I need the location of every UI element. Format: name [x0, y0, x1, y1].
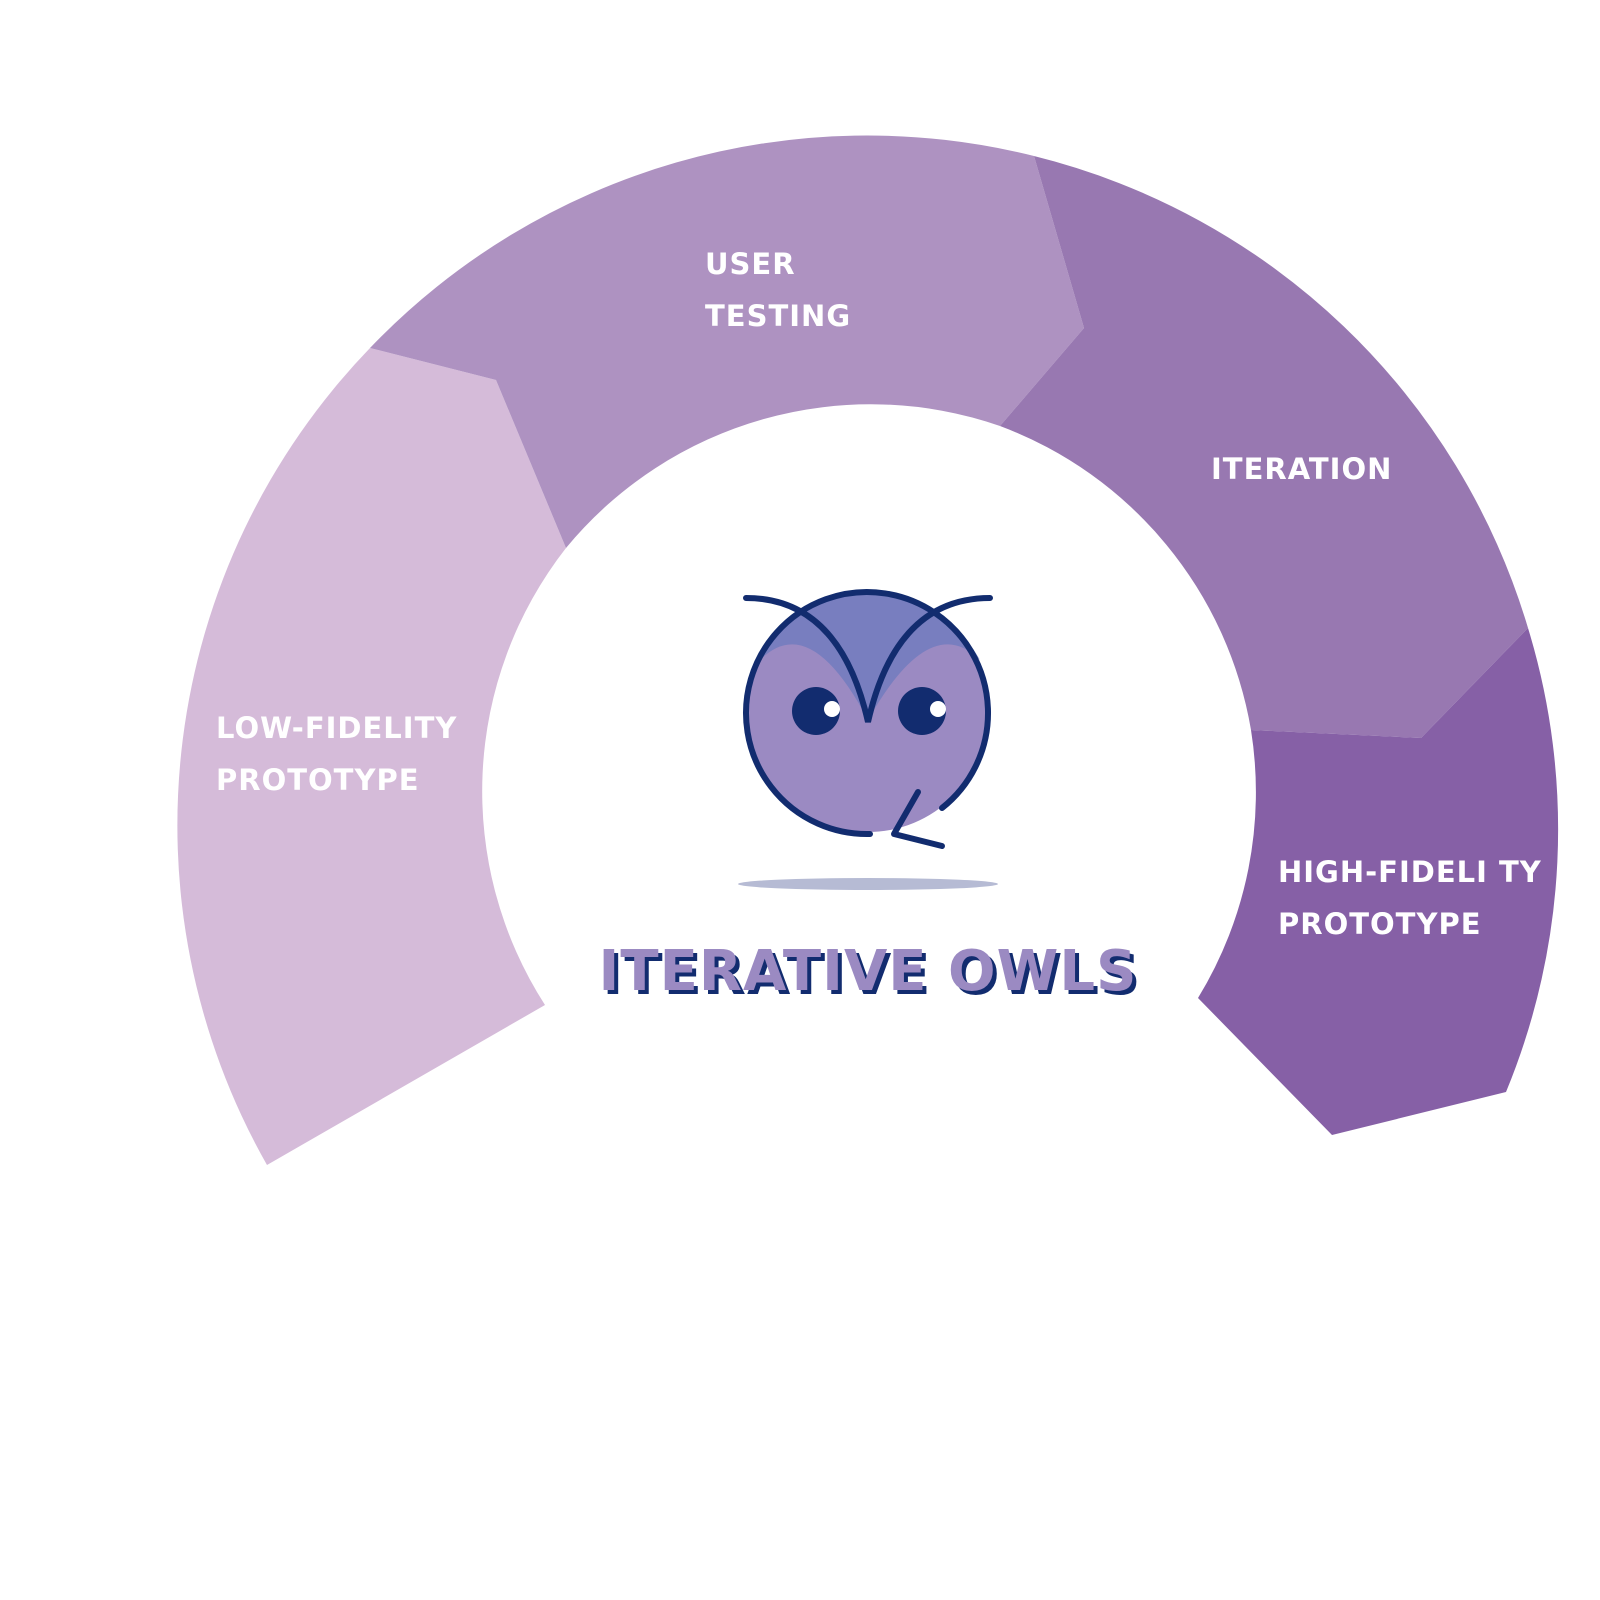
segment-high-fidelity-prototype: HIGH-FIDELI TY PROTOTYPE [1198, 628, 1559, 1135]
owl-shadow [738, 878, 998, 890]
segment-user-testing: USER TESTING [370, 135, 1084, 548]
owl-right-eye [898, 687, 946, 735]
logo-wordmark-shadow: ITERATIVE OWLS [603, 943, 1142, 1008]
segment-user-testing-shape [370, 135, 1084, 548]
segment-label-line-1: USER [705, 247, 796, 281]
segment-low-fidelity-shape [177, 348, 566, 1165]
owl-icon [738, 589, 998, 890]
owl-head-outline [743, 589, 992, 838]
segment-high-fidelity-shape [1198, 628, 1559, 1135]
owl-left-eye-shine [824, 701, 840, 717]
segment-label-line-2: PROTOTYPE [1278, 907, 1482, 941]
segment-label-line-2: TESTING [705, 299, 851, 333]
logo-wordmark: ITERATIVE OWLS ITERATIVE OWLS [599, 939, 1142, 1008]
owl-arrow-head [891, 789, 945, 849]
owl-eyebrows [743, 595, 993, 723]
segment-iteration-shape [1000, 156, 1528, 738]
segment-label-line-2: PROTOTYPE [216, 763, 420, 797]
logo-wordmark-text: ITERATIVE OWLS [599, 939, 1138, 1004]
owl-right-eye-shine [930, 701, 946, 717]
segment-label-line-1: HIGH-FIDELI TY [1278, 855, 1542, 889]
owl-left-eye [792, 687, 840, 735]
segment-label-line-1: LOW-FIDELITY [216, 711, 457, 745]
segment-low-fidelity-prototype: LOW-FIDELITY PROTOTYPE [177, 348, 566, 1165]
segment-iteration: ITERATION [1000, 156, 1528, 738]
segment-label-line-1: ITERATION [1211, 452, 1392, 486]
